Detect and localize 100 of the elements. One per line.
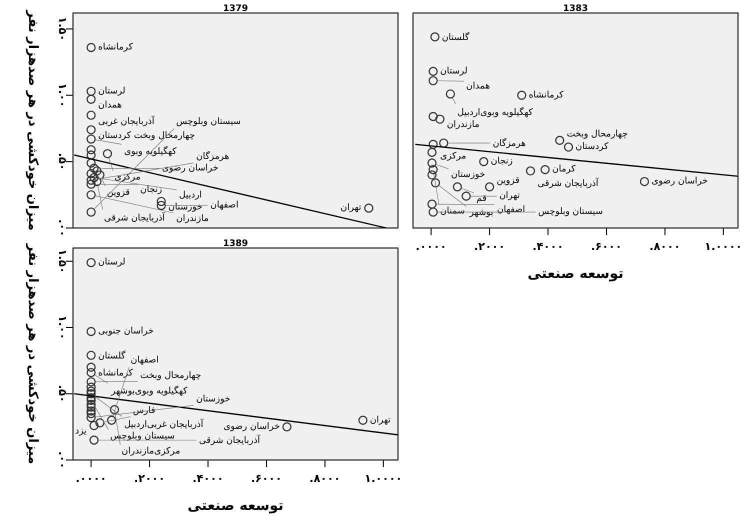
annotation: کهگیلویه وبوی (124, 145, 178, 158)
y-tick-label: ۱.۰۰ (56, 315, 69, 340)
y-tick-label: ۱.۵۰ (56, 16, 69, 42)
annotation: اصفهان (130, 355, 159, 366)
annotation: آذربایجان شرقی (537, 176, 599, 189)
x-tick-label: ۱.۰۰۰۰ (364, 472, 402, 485)
point (446, 89, 456, 99)
point (427, 200, 437, 209)
y-tick-label: .۰۰ (56, 451, 69, 469)
annotation: قم (476, 194, 487, 204)
annotation: چهارمحال وبخت (140, 370, 202, 381)
annotation: خراسان رضوی (223, 422, 280, 432)
point (358, 416, 368, 425)
point (156, 196, 166, 206)
x-tick-label: .۸۰۰۰ (309, 472, 340, 485)
point (526, 166, 536, 176)
point (86, 190, 96, 200)
annotation: خراسان رضوی (651, 176, 708, 187)
point (86, 377, 96, 386)
point (86, 406, 96, 416)
annotation: مرکزی (440, 151, 466, 162)
point (86, 362, 96, 372)
point (86, 258, 96, 268)
annotation: کهگیلویه وبوی‌بوشهر (110, 384, 188, 397)
point (428, 165, 438, 174)
point (430, 32, 440, 42)
point (89, 172, 99, 182)
annotation: کرمان (552, 164, 576, 175)
annotation: لرستان (440, 66, 468, 76)
point (462, 192, 471, 201)
point (86, 400, 96, 409)
point (110, 405, 120, 414)
point (428, 140, 438, 149)
annotation: اصفهان (496, 205, 526, 216)
point (92, 166, 102, 176)
annotation: خراسان جنوبی (98, 326, 154, 336)
annotation: یزد (75, 426, 88, 437)
annotation: گلستان (442, 30, 470, 43)
annotation: لرستان (98, 86, 126, 96)
chart-title: 1383 (562, 4, 588, 14)
point (86, 110, 96, 120)
point (428, 76, 438, 86)
annotation: سیستان وبلوچس (538, 207, 603, 218)
annotation: زنجان (140, 185, 162, 196)
x-tick-label: .۴۰۰۰ (532, 240, 564, 253)
annotation: کرمانشاه (98, 368, 134, 378)
annotation: قزوین (106, 188, 130, 198)
annotation: زنجان (490, 156, 513, 167)
point (540, 165, 550, 174)
annotation: بوشهر (468, 208, 494, 218)
point (427, 170, 437, 180)
point (452, 182, 462, 192)
point (86, 389, 96, 398)
annotation: آذربایجان شرقی (199, 434, 260, 446)
point (86, 42, 96, 52)
point (427, 158, 437, 168)
annotation: کردستان (575, 142, 610, 152)
point (86, 393, 96, 402)
annotation: مرکزی (114, 172, 141, 183)
annotation: خوزستان (168, 202, 202, 212)
y-tick-label: .۵۰ (56, 152, 69, 170)
y-tick-label: .۰۰ (56, 219, 69, 237)
annotation: مازندران (446, 120, 480, 130)
point (430, 178, 440, 188)
annotation: فارس (132, 406, 156, 416)
point (86, 94, 96, 104)
point (86, 180, 96, 189)
point (484, 182, 494, 192)
y-tick-label: .۵۰ (56, 384, 69, 403)
x-axis-title: توسعه صنعتی (527, 266, 624, 282)
point (517, 90, 526, 100)
annotation: آذربایجان شرقی (104, 212, 166, 224)
point (86, 396, 96, 405)
point (156, 200, 166, 210)
point (86, 134, 96, 144)
point (86, 386, 96, 396)
point (86, 368, 96, 378)
point (106, 416, 116, 425)
x-tick-label: .۰۰۰۰ (76, 472, 107, 485)
annotation: خراسان رضوی (162, 163, 218, 174)
point (555, 136, 564, 146)
x-tick-label: .۸۰۰۰ (649, 240, 680, 253)
point (86, 125, 96, 134)
point (89, 164, 99, 173)
point (435, 114, 444, 124)
point (364, 203, 374, 213)
point (86, 158, 96, 168)
point (92, 176, 102, 186)
point (640, 176, 650, 186)
point (86, 150, 96, 160)
annotation: چهارمحال وبخت (566, 129, 628, 140)
annotation: اردبیل (179, 190, 202, 201)
point (282, 422, 292, 432)
point (479, 157, 488, 166)
point (86, 176, 96, 185)
annotation: خوزستان (196, 394, 230, 405)
annotation: کهگیلویه وبوی‌اردبیل (457, 106, 534, 118)
point (89, 436, 99, 445)
x-tick-label: .۶۰۰۰ (590, 240, 622, 253)
annotation: خوزستان (450, 170, 486, 180)
